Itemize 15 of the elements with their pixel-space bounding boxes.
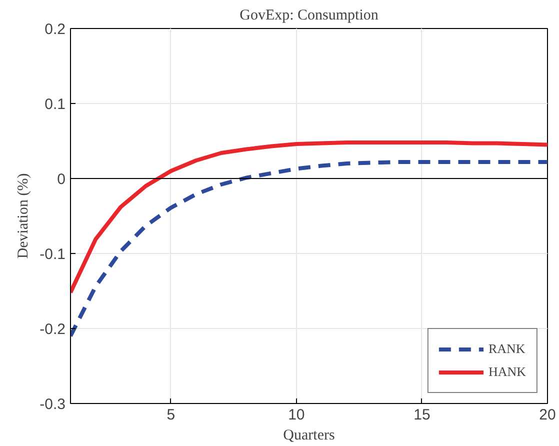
chart-title: GovExp: Consumption — [240, 8, 379, 24]
y-tick-label: 0.2 — [44, 21, 66, 38]
x-axis-title: Quarters — [283, 428, 335, 444]
x-tick-label: 20 — [539, 406, 556, 424]
x-tick-label: 10 — [288, 406, 305, 424]
x-tick-label: 5 — [166, 406, 176, 424]
y-tick-label: -0.3 — [40, 396, 66, 413]
legend-label: RANK — [488, 341, 526, 357]
x-tick-label: 15 — [414, 406, 430, 424]
y-tick-label: 0.1 — [44, 96, 66, 113]
y-tick-label: -0.2 — [40, 321, 66, 338]
y-tick-label: 0 — [57, 171, 66, 188]
legend-label: HANK — [488, 364, 526, 380]
y-tick-label: -0.1 — [40, 246, 66, 263]
y-axis-title: Deviation (%) — [16, 173, 32, 259]
